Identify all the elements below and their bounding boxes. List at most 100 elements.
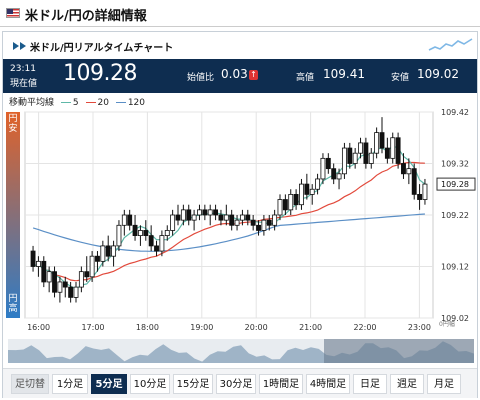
y-tick-label: 109.22 bbox=[441, 211, 469, 220]
candle-body bbox=[132, 224, 138, 237]
candle-body bbox=[315, 178, 321, 190]
candle-body bbox=[116, 224, 122, 247]
candle-body bbox=[374, 132, 380, 154]
candle-body bbox=[180, 209, 186, 221]
ma-long-label: 120 bbox=[127, 98, 146, 108]
ma-short-line bbox=[32, 145, 426, 290]
candle-body bbox=[309, 188, 315, 195]
interval-button[interactable]: 5分足 bbox=[91, 374, 127, 394]
candle-body bbox=[62, 281, 68, 288]
x-tick-label: 23:00 bbox=[408, 323, 431, 332]
candle-body bbox=[89, 255, 95, 278]
candle-body bbox=[191, 214, 197, 221]
candle-body bbox=[218, 214, 224, 221]
candle-body bbox=[390, 137, 396, 159]
high-value: 109.41 bbox=[323, 67, 365, 81]
candle-body bbox=[293, 194, 299, 206]
chart-panel: 米ドル/円リアルタイムチャート 23:11 現在値 109.28 始値比 0.0… bbox=[2, 31, 478, 398]
candle-body bbox=[78, 271, 84, 288]
candle-body bbox=[384, 147, 390, 159]
candle-body bbox=[41, 260, 47, 283]
candle-body bbox=[46, 271, 52, 283]
candle-body bbox=[363, 142, 369, 164]
candle-body bbox=[256, 224, 261, 231]
interval-buttons: 足切替 1分足 5分足 10分足 15分足 30分足 1時間足 4時間足 日足 週足 月足 bbox=[3, 368, 477, 398]
yen-strong-label: 円高 bbox=[8, 294, 18, 314]
change-value: 0.03 bbox=[221, 67, 248, 81]
navigator-selection[interactable] bbox=[324, 339, 474, 363]
interval-button[interactable]: 15分足 bbox=[173, 374, 213, 394]
candle-body bbox=[121, 214, 127, 226]
candle-body bbox=[164, 230, 170, 236]
page-header: 米ドル/円の詳細情報 bbox=[0, 0, 480, 27]
x-tick-label: 21:00 bbox=[299, 323, 322, 332]
candle-body bbox=[223, 214, 229, 221]
candle-body bbox=[282, 199, 288, 211]
sparkline-logo-icon bbox=[428, 38, 473, 51]
x-tick-label: 22:00 bbox=[353, 323, 376, 332]
candle-body bbox=[159, 235, 165, 252]
candle-body bbox=[111, 245, 117, 257]
ma-long-swatch bbox=[115, 101, 126, 104]
candle-body bbox=[95, 255, 100, 262]
candle-body bbox=[422, 183, 428, 200]
candle-body bbox=[30, 250, 36, 267]
candle-body bbox=[175, 214, 181, 221]
candle-body bbox=[341, 147, 347, 175]
candle-body bbox=[148, 235, 154, 247]
candlestick-chart[interactable]: 109.42109.32109.22109.12109.02109.280円幅 … bbox=[3, 106, 477, 338]
interval-button[interactable]: 1時間足 bbox=[259, 374, 303, 394]
candle-body bbox=[406, 168, 412, 175]
candle-body bbox=[417, 194, 423, 200]
y-tick-label: 109.12 bbox=[441, 263, 469, 272]
interval-toggle-button[interactable]: 足切替 bbox=[11, 374, 49, 394]
double-arrow-icon-part bbox=[20, 42, 26, 50]
candle-body bbox=[411, 168, 417, 195]
ma-mid-swatch bbox=[85, 101, 96, 104]
candle-body bbox=[68, 286, 74, 298]
candle-body bbox=[105, 245, 111, 257]
yen-direction-bar bbox=[6, 112, 20, 318]
panel-header: 米ドル/円リアルタイムチャート bbox=[3, 32, 477, 58]
ma-short-swatch bbox=[60, 101, 71, 104]
current-price: 109.28 bbox=[63, 61, 137, 86]
candle-body bbox=[73, 286, 79, 298]
candle-body bbox=[401, 163, 406, 175]
ma-mid-label: 20 bbox=[97, 98, 109, 108]
change-label: 始値比 bbox=[187, 73, 215, 83]
candle-body bbox=[197, 209, 202, 216]
interval-button[interactable]: 30分足 bbox=[216, 374, 256, 394]
candle-body bbox=[84, 271, 90, 278]
y-tick-label: 109.02 bbox=[441, 314, 469, 323]
interval-button[interactable]: 月足 bbox=[427, 374, 461, 394]
range-navigator[interactable] bbox=[8, 339, 474, 363]
x-tick-label: 17:00 bbox=[81, 323, 104, 332]
legend-title: 移動平均線 bbox=[9, 98, 55, 108]
candle-body bbox=[272, 214, 278, 226]
double-arrow-icon bbox=[13, 42, 19, 50]
interval-button[interactable]: 1分足 bbox=[52, 374, 88, 394]
panel-title: 米ドル/円リアルタイムチャート bbox=[30, 43, 174, 54]
candle-body bbox=[288, 194, 294, 211]
interval-button[interactable]: 4時間足 bbox=[306, 374, 350, 394]
candle-body bbox=[229, 214, 235, 226]
candle-body bbox=[137, 230, 143, 236]
x-tick-label: 18:00 bbox=[136, 323, 159, 332]
ma-legend: 移動平均線 5 20 120 bbox=[9, 95, 145, 108]
candle-body bbox=[234, 219, 240, 226]
candle-body bbox=[245, 214, 251, 221]
candle-body bbox=[202, 209, 208, 216]
interval-button[interactable]: 日足 bbox=[353, 374, 387, 394]
candle-body bbox=[261, 219, 267, 231]
candle-body bbox=[277, 199, 283, 216]
candle-body bbox=[127, 214, 133, 226]
candle-body bbox=[347, 147, 353, 164]
y-tick-label: 109.32 bbox=[441, 160, 469, 169]
interval-button[interactable]: 週足 bbox=[390, 374, 424, 394]
interval-button[interactable]: 10分足 bbox=[130, 374, 170, 394]
candle-body bbox=[239, 214, 245, 221]
x-tick-label: 20:00 bbox=[245, 323, 268, 332]
candle-body bbox=[52, 271, 57, 293]
high-label: 高値 bbox=[296, 73, 315, 83]
candle-body bbox=[143, 230, 149, 236]
